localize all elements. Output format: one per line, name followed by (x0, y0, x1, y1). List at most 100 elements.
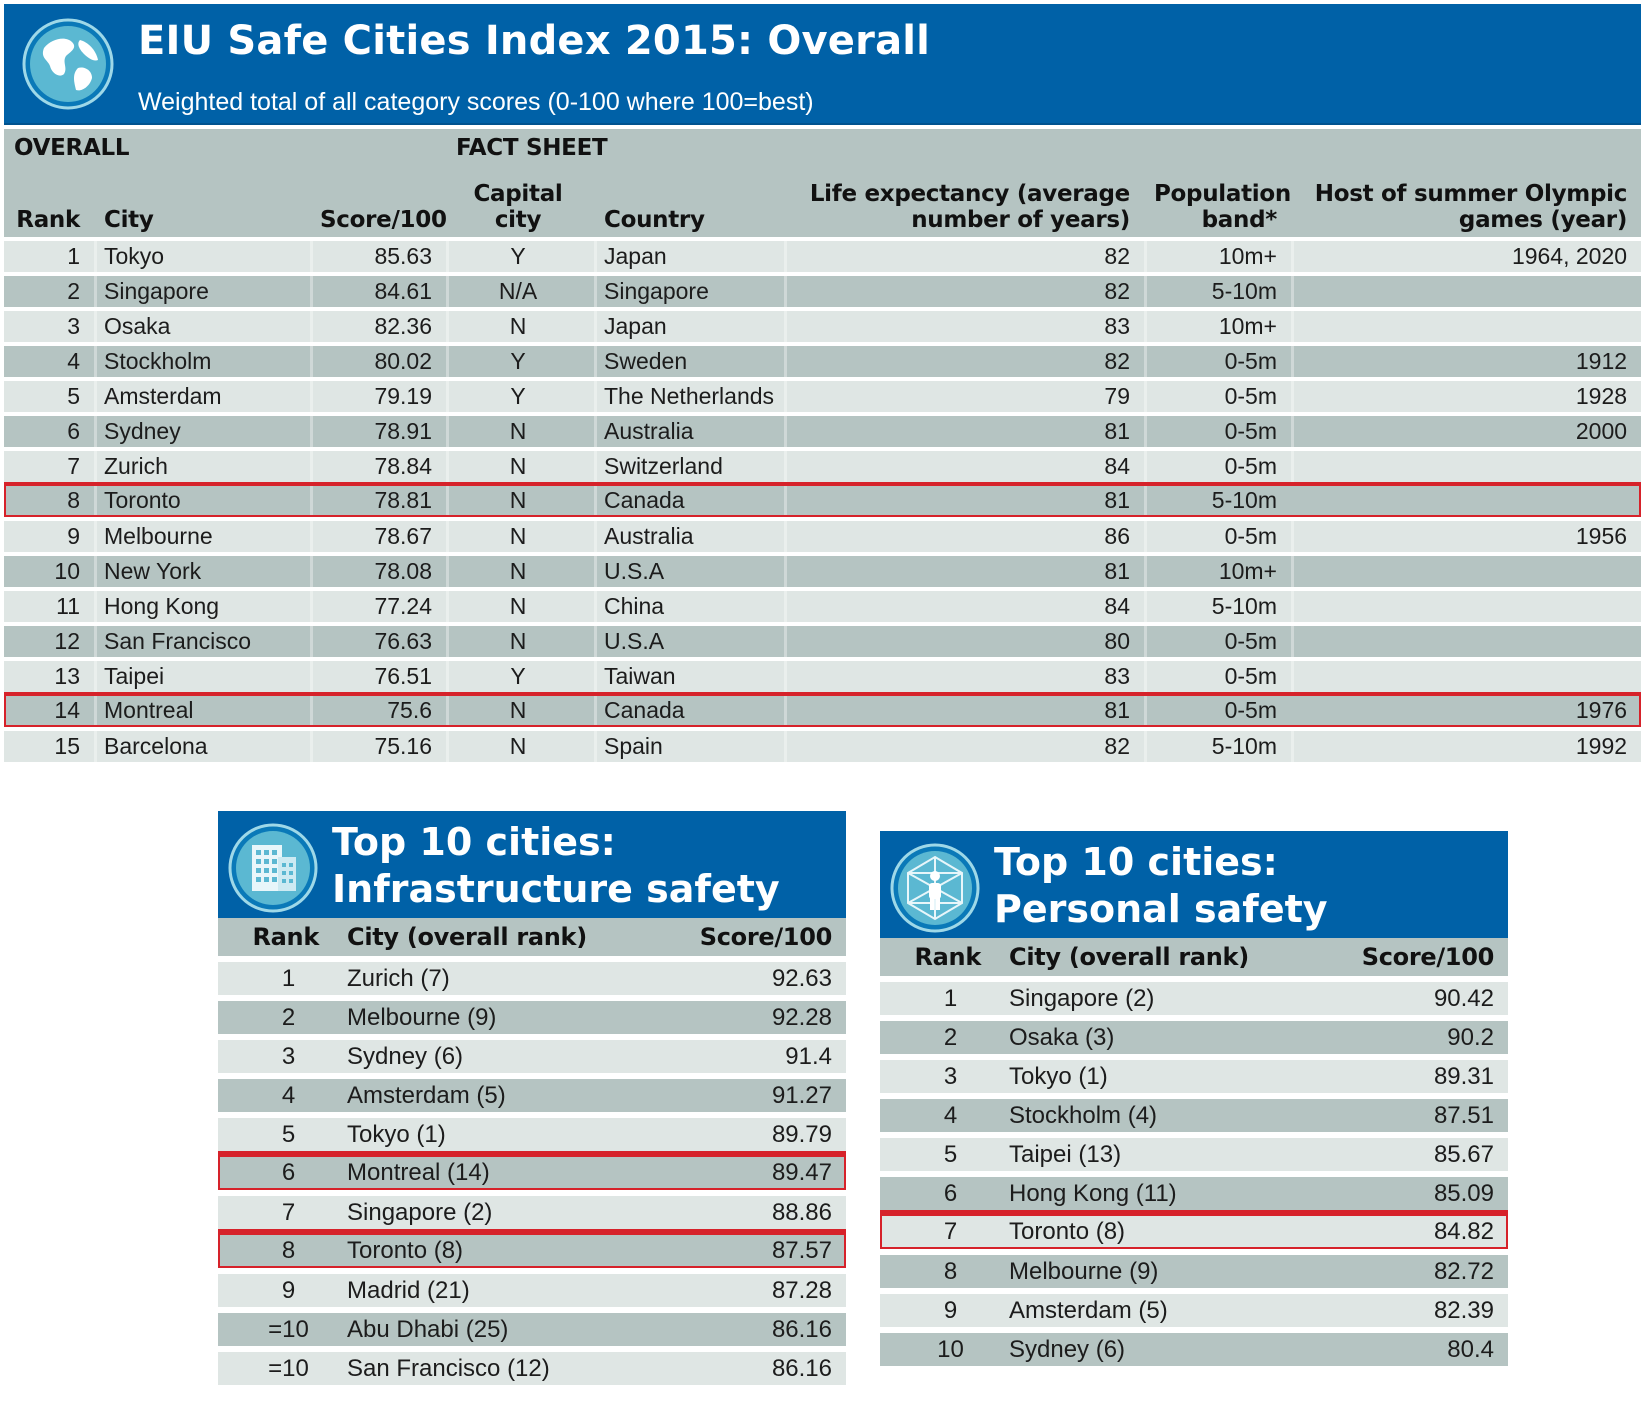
population-cell: 5-10m (1144, 272, 1291, 307)
country-cell: Spain (594, 727, 784, 762)
infra-col-score: Score/100 (676, 918, 846, 956)
olympics-cell (1291, 552, 1642, 587)
rank-cell: 1 (880, 976, 995, 1015)
col-score: Score/100 (320, 207, 447, 233)
rank-cell: 15 (4, 727, 94, 762)
city-cell: Melbourne (94, 517, 310, 552)
olympics-cell: 1992 (1291, 727, 1642, 762)
city-cell: Toronto (94, 482, 310, 517)
table-row: 1 Zurich (7) 92.63 (218, 956, 846, 995)
city-cell: Tokyo (94, 237, 310, 272)
table-row: 7 Toronto (8) 84.82 (880, 1210, 1508, 1249)
city-cell: Abu Dhabi (25) (333, 1307, 676, 1346)
infrastructure-safety-panel: Top 10 cities: Infrastructure safety Ran… (218, 811, 846, 1385)
life-expectancy-cell: 84 (784, 587, 1144, 622)
capital-cell: N (446, 517, 594, 552)
infrastructure-panel-title: Top 10 cities: Infrastructure safety (332, 819, 780, 913)
table-row: 8 Toronto 78.81 N Canada 81 5-10m (4, 482, 1642, 517)
capital-cell: N (446, 622, 594, 657)
city-cell: Tokyo (1) (333, 1112, 676, 1151)
personal-panel-title: Top 10 cities: Personal safety (994, 839, 1328, 933)
rank-cell: 5 (880, 1132, 995, 1171)
city-cell: Toronto (8) (333, 1229, 676, 1268)
city-cell: Singapore (94, 272, 310, 307)
score-cell: 82.36 (310, 307, 446, 342)
population-cell: 0-5m (1144, 692, 1291, 727)
city-cell: Osaka (94, 307, 310, 342)
city-cell: Stockholm (94, 342, 310, 377)
table-row: 7 Singapore (2) 88.86 (218, 1190, 846, 1229)
city-cell: Sydney (6) (333, 1034, 676, 1073)
capital-cell: N (446, 307, 594, 342)
capital-cell: N (446, 692, 594, 727)
rank-cell: 14 (4, 692, 94, 727)
table-row: 2 Osaka (3) 90.2 (880, 1015, 1508, 1054)
capital-cell: N (446, 447, 594, 482)
col-population-band: Population band* (1154, 181, 1291, 233)
population-cell: 0-5m (1144, 447, 1291, 482)
table-row: 10 New York 78.08 N U.S.A 81 10m+ (4, 552, 1642, 587)
score-cell: 78.67 (310, 517, 446, 552)
life-expectancy-cell: 81 (784, 482, 1144, 517)
score-cell: 92.63 (676, 956, 846, 995)
country-cell: China (594, 587, 784, 622)
score-cell: 82.72 (1338, 1249, 1508, 1288)
table-row: =10 San Francisco (12) 86.16 (218, 1346, 846, 1385)
table-row: 1 Tokyo 85.63 Y Japan 82 10m+ 1964, 2020 (4, 237, 1642, 272)
country-cell: Japan (594, 237, 784, 272)
olympics-cell: 1964, 2020 (1291, 237, 1642, 272)
city-cell: San Francisco (12) (333, 1346, 676, 1385)
rank-cell: 1 (4, 237, 94, 272)
city-cell: Osaka (3) (995, 1015, 1338, 1054)
life-expectancy-cell: 81 (784, 692, 1144, 727)
table-row: 7 Zurich 78.84 N Switzerland 84 0-5m (4, 447, 1642, 482)
col-capital-city: Capital city (473, 181, 563, 233)
city-cell: New York (94, 552, 310, 587)
col-rank: Rank (16, 207, 80, 233)
score-cell: 86.16 (676, 1346, 846, 1385)
city-cell: Stockholm (4) (995, 1093, 1338, 1132)
rank-cell: 8 (880, 1249, 995, 1288)
building-icon (228, 823, 318, 913)
table-row: 13 Taipei 76.51 Y Taiwan 83 0-5m (4, 657, 1642, 692)
city-cell: Singapore (2) (333, 1190, 676, 1229)
personal-panel-header: Top 10 cities: Personal safety (880, 831, 1508, 938)
city-cell: Sydney (6) (995, 1327, 1338, 1366)
rank-cell: 8 (218, 1229, 333, 1268)
capital-cell: N (446, 552, 594, 587)
person-network-icon (890, 843, 980, 933)
score-cell: 75.16 (310, 727, 446, 762)
rank-cell: 1 (218, 956, 333, 995)
table-row: 5 Amsterdam 79.19 Y The Netherlands 79 0-5m 192… (4, 377, 1642, 412)
life-expectancy-cell: 82 (784, 237, 1144, 272)
score-cell: 75.6 (310, 692, 446, 727)
table-row: 3 Sydney (6) 91.4 (218, 1034, 846, 1073)
olympics-cell (1291, 447, 1642, 482)
rank-cell: =10 (218, 1346, 333, 1385)
olympics-cell (1291, 657, 1642, 692)
rank-cell: 6 (880, 1171, 995, 1210)
rank-cell: 4 (880, 1093, 995, 1132)
col-country: Country (604, 207, 705, 233)
personal-safety-panel: Top 10 cities: Personal safety Rank City… (880, 831, 1508, 1366)
city-cell: Taipei (94, 657, 310, 692)
score-cell: 84.61 (310, 272, 446, 307)
country-cell: Canada (594, 482, 784, 517)
score-cell: 80.02 (310, 342, 446, 377)
table-row: 9 Amsterdam (5) 82.39 (880, 1288, 1508, 1327)
score-cell: 87.51 (1338, 1093, 1508, 1132)
olympics-cell (1291, 482, 1642, 517)
rank-cell: 10 (880, 1327, 995, 1366)
population-cell: 0-5m (1144, 517, 1291, 552)
table-row: 15 Barcelona 75.16 N Spain 82 5-10m 1992 (4, 727, 1642, 762)
country-cell: Australia (594, 517, 784, 552)
table-row: 3 Osaka 82.36 N Japan 83 10m+ (4, 307, 1642, 342)
life-expectancy-cell: 83 (784, 307, 1144, 342)
table-row: 3 Tokyo (1) 89.31 (880, 1054, 1508, 1093)
city-cell: Madrid (21) (333, 1268, 676, 1307)
table-row: 6 Montreal (14) 89.47 (218, 1151, 846, 1190)
population-cell: 10m+ (1144, 552, 1291, 587)
rank-cell: 7 (4, 447, 94, 482)
score-cell: 80.4 (1338, 1327, 1508, 1366)
capital-cell: N (446, 482, 594, 517)
